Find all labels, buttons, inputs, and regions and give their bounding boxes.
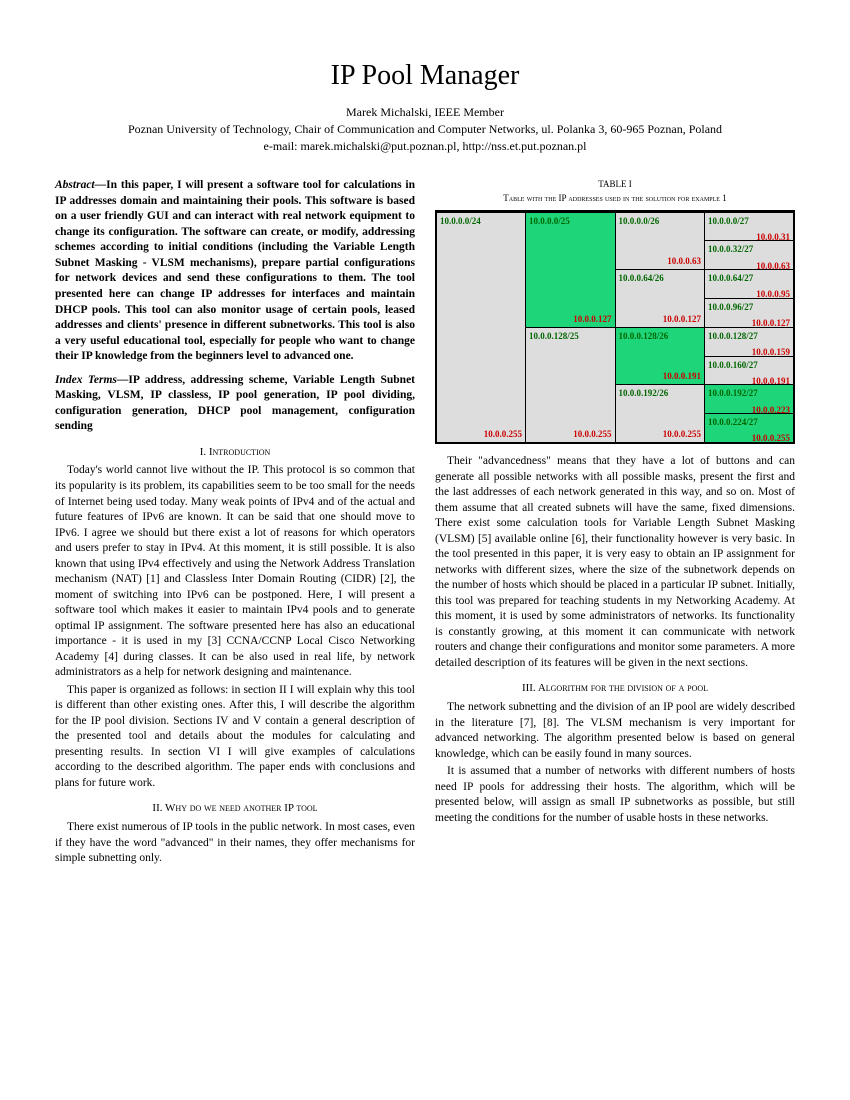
algo-p1: The network subnetting and the division … [435, 700, 795, 762]
abstract-label: Abstract— [55, 179, 106, 191]
ip-cell: 10.0.0.0/24 10.0.0.255 [437, 212, 525, 442]
ip-cell: 10.0.0.64/26 10.0.0.127 [616, 269, 705, 327]
ip-cell-end: 10.0.0.63 [616, 253, 705, 269]
table-column: 10.0.0.0/2510.0.0.12710.0.0.128/2510.0.0… [526, 211, 616, 443]
table-caption: TABLE I [435, 178, 795, 190]
ip-cell-start: 10.0.0.64/27 [705, 270, 793, 286]
ip-address-table: 10.0.0.0/24 10.0.0.255 10.0.0.0/25 10.0.0.1… [435, 210, 795, 444]
ip-cell-start: 10.0.0.128/25 [526, 328, 615, 344]
ip-cell: 10.0.0.128/25 10.0.0.255 [526, 327, 615, 442]
ip-cell-end: 10.0.0.255 [616, 426, 705, 442]
ip-cell: 10.0.0.0/26 10.0.0.63 [616, 212, 705, 270]
section-heading-intro: I. Introduction [55, 445, 415, 460]
ip-cell-start: 10.0.0.0/25 [526, 213, 615, 229]
ip-cell-start: 10.0.0.192/27 [705, 385, 793, 401]
ip-cell-end: 10.0.0.191 [616, 368, 705, 384]
algo-p2: It is assumed that a number of networks … [435, 764, 795, 826]
table-subcaption: Table with the IP addresses used in the … [435, 192, 795, 204]
right-column: TABLE I Table with the IP addresses used… [435, 178, 795, 868]
ip-cell: 10.0.0.96/2710.0.0.127 [705, 298, 793, 327]
ip-cell-start: 10.0.0.96/27 [705, 299, 793, 315]
ip-cell-start: 10.0.0.224/27 [705, 414, 793, 430]
ip-cell: 10.0.0.128/26 10.0.0.191 [616, 327, 705, 385]
section-heading-why: II. Why do we need another IP tool [55, 801, 415, 816]
ip-cell: 10.0.0.192/2710.0.0.223 [705, 384, 793, 413]
ip-cell: 10.0.0.64/2710.0.0.95 [705, 269, 793, 298]
paper-title: IP Pool Manager [55, 60, 795, 92]
ip-cell-start: 10.0.0.0/27 [705, 213, 793, 229]
intro-p1: Today's world cannot live without the IP… [55, 463, 415, 680]
two-column-layout: Abstract—In this paper, I will present a… [55, 178, 795, 868]
author-contact: e-mail: marek.michalski@put.poznan.pl, h… [55, 138, 795, 155]
ip-cell-start: 10.0.0.128/26 [616, 328, 705, 344]
index-terms-label: Index Terms— [55, 374, 128, 386]
ip-cell: 10.0.0.0/25 10.0.0.127 [526, 212, 615, 327]
table-column: 10.0.0.0/26 10.0.0.6310.0.0.64/26 10.0.0.1… [615, 211, 705, 443]
ip-cell: 10.0.0.32/2710.0.0.63 [705, 240, 793, 269]
intro-p2: This paper is organized as follows: in s… [55, 683, 415, 792]
ip-cell-end: 10.0.0.127 [616, 311, 705, 327]
author-name: Marek Michalski, IEEE Member [55, 104, 795, 121]
table-column: 10.0.0.0/2710.0.0.3110.0.0.32/2710.0.0.6… [705, 211, 795, 443]
ip-cell-start: 10.0.0.0/24 [437, 213, 525, 229]
abstract-block: Abstract—In this paper, I will present a… [55, 178, 415, 364]
ip-cell-start: 10.0.0.192/26 [616, 385, 705, 401]
left-column: Abstract—In this paper, I will present a… [55, 178, 415, 868]
ip-cell-end: 10.0.0.255 [526, 426, 615, 442]
ip-cell-start: 10.0.0.32/27 [705, 241, 793, 257]
author-affiliation: Poznan University of Technology, Chair o… [55, 121, 795, 138]
why-p1: There exist numerous of IP tools in the … [55, 820, 415, 867]
ip-cell-end: 10.0.0.127 [526, 311, 615, 327]
ip-cell-start: 10.0.0.160/27 [705, 357, 793, 373]
index-terms-block: Index Terms—IP address, addressing schem… [55, 373, 415, 435]
why-p2: Their "advancedness" means that they hav… [435, 454, 795, 671]
ip-cell-start: 10.0.0.0/26 [616, 213, 705, 229]
abstract-text: In this paper, I will present a software… [55, 179, 415, 362]
table-row: 10.0.0.0/24 10.0.0.255 10.0.0.0/25 10.0.0.1… [436, 211, 794, 443]
author-block: Marek Michalski, IEEE Member Poznan Univ… [55, 104, 795, 154]
ip-cell: 10.0.0.128/2710.0.0.159 [705, 327, 793, 356]
ip-cell-end: 10.0.0.255 [705, 430, 793, 446]
section-heading-algo: III. Algorithm for the division of a poo… [435, 681, 795, 696]
ip-cell-end: 10.0.0.255 [437, 426, 525, 442]
table-column: 10.0.0.0/24 10.0.0.255 [436, 211, 526, 443]
ip-cell-start: 10.0.0.128/27 [705, 328, 793, 344]
ip-cell: 10.0.0.0/2710.0.0.31 [705, 212, 793, 241]
ip-cell: 10.0.0.224/2710.0.0.255 [705, 413, 793, 442]
ip-cell: 10.0.0.160/2710.0.0.191 [705, 356, 793, 385]
ip-cell-start: 10.0.0.64/26 [616, 270, 705, 286]
ip-cell: 10.0.0.192/26 10.0.0.255 [616, 384, 705, 442]
